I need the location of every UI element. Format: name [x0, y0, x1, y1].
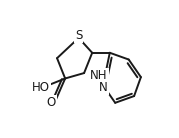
- Text: O: O: [46, 96, 56, 109]
- Text: HO: HO: [32, 81, 50, 94]
- Text: S: S: [75, 29, 82, 42]
- Text: NH: NH: [90, 69, 108, 82]
- Text: N: N: [99, 81, 108, 94]
